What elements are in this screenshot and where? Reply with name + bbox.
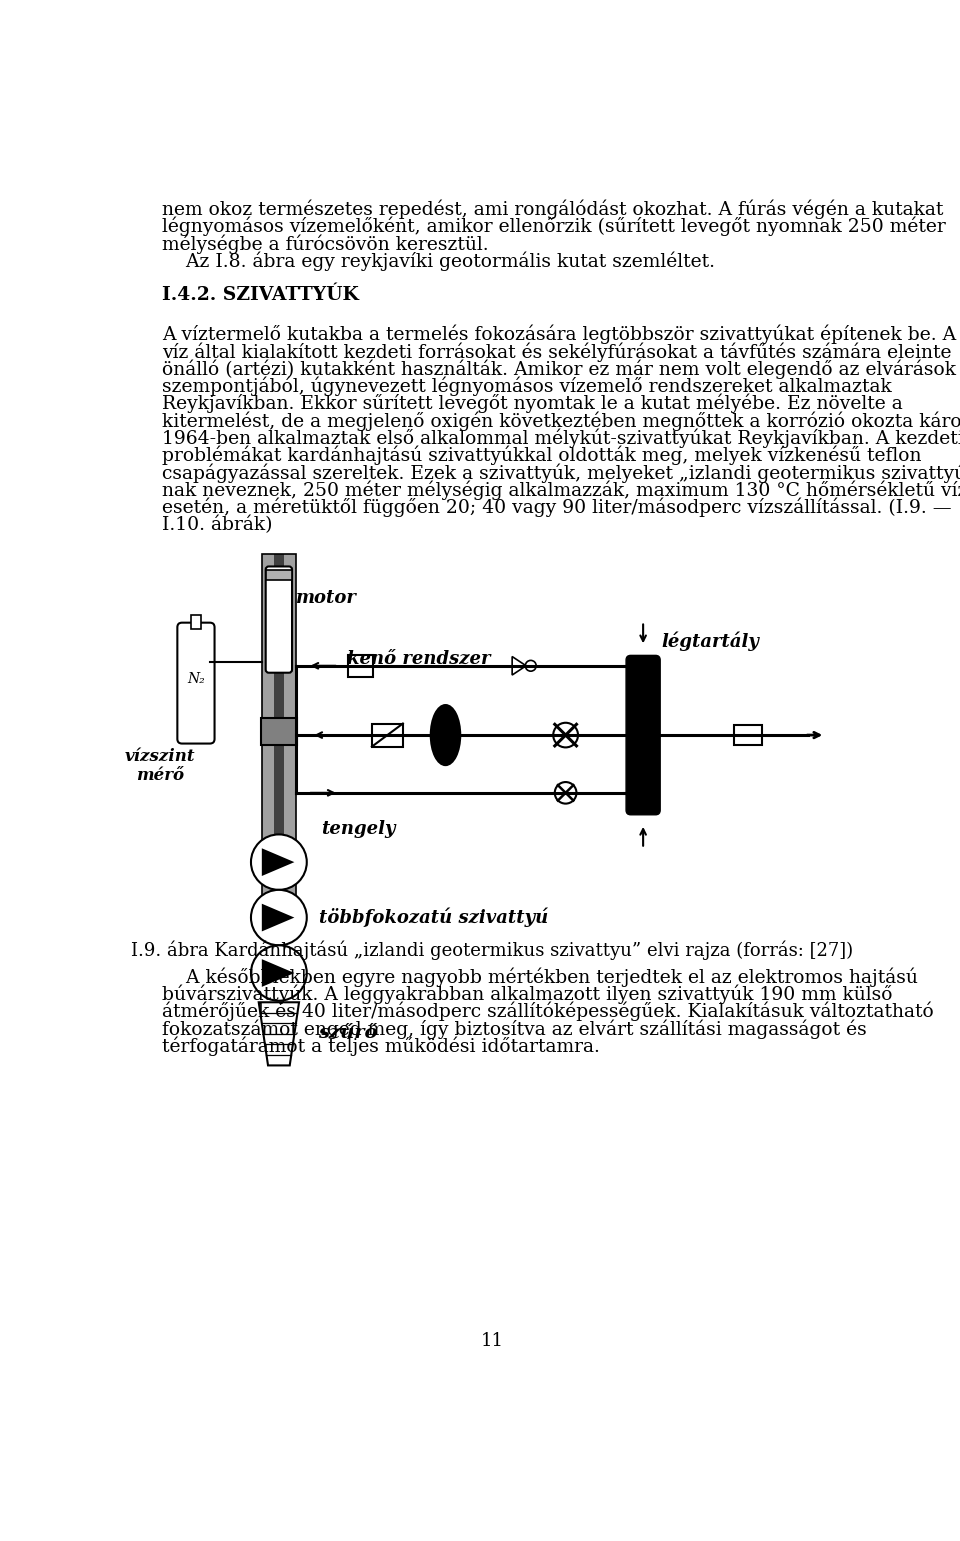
Polygon shape [262,848,295,875]
Text: fokozatszámot enged meg, így biztosítva az elvárt szállítási magasságot és: fokozatszámot enged meg, így biztosítva … [162,1019,867,1039]
Bar [262,555,296,931]
Bar [261,718,297,744]
Text: nak neveznek, 250 méter mélységig alkalmazzák, maximum 130 °C hőmérsékletű víz: nak neveznek, 250 méter mélységig alkalm… [162,481,960,501]
Text: A későbbiekben egyre nagyobb mértékben terjedtek el az elektromos hajtású: A későbbiekben egyre nagyobb mértékben t… [162,968,918,986]
Text: Reykjavíkban. Ekkor sűrített levegőt nyomtak le a kutat mélyébe. Ez növelte a: Reykjavíkban. Ekkor sűrített levegőt nyo… [162,394,902,413]
Text: nem okoz természetes repedést, ami rongálódást okozhat. A fúrás végén a kutakat: nem okoz természetes repedést, ami rongá… [162,199,944,219]
Text: víz által kialakított kezdeti forrásokat és sekélyfúrásokat a távfűtés számára e: víz által kialakított kezdeti forrásokat… [162,342,951,362]
Text: 1964-ben alkalmaztak első alkalommal mélykút-szivattyúkat Reykjavíkban. A kezdet: 1964-ben alkalmaztak első alkalommal mél… [162,428,960,448]
Text: motor: motor [296,589,357,607]
Text: esetén, a méretüktől függően 20; 40 vagy 90 liter/másodperc vízszállítással. (I.: esetén, a méretüktől függően 20; 40 vagy… [162,498,951,518]
Circle shape [525,661,537,672]
Text: mélységbe a fúrócsövön keresztül.: mélységbe a fúrócsövön keresztül. [162,234,489,254]
Circle shape [553,723,578,747]
Text: térfogatáramot a teljes működési időtartamra.: térfogatáramot a teljes működési időtart… [162,1037,600,1056]
Text: búvárszivattyúk. A leggyakrabban alkalmazott ilyen szivattyúk 190 mm külső: búvárszivattyúk. A leggyakrabban alkalma… [162,985,893,1005]
Bar [733,726,761,746]
Text: Az I.8. ábra egy reykjavíki geotormális kutat szemléltet.: Az I.8. ábra egy reykjavíki geotormális … [162,251,715,271]
FancyBboxPatch shape [266,567,292,673]
Text: A víztermelő kutakba a termelés fokozására legtöbbször szivattyúkat építenek be.: A víztermelő kutakba a termelés fokozásá… [162,325,956,344]
Bar [190,615,202,629]
Text: csapágyazással szereltek. Ezek a szivattyúk, melyeket „izlandi geotermikus sziva: csapágyazással szereltek. Ezek a szivatt… [162,464,960,482]
Text: kenő rendszer: kenő rendszer [347,650,491,669]
Text: kitermelést, de a megjelenő oxigén következtében megnőttek a korrózió okozta kár: kitermelést, de a megjelenő oxigén követ… [162,411,960,431]
Text: 11: 11 [481,1331,503,1350]
Circle shape [251,945,307,1000]
Circle shape [251,834,307,889]
Circle shape [555,781,576,803]
Ellipse shape [431,706,460,766]
Text: átmérőjűek és 40 liter/másodperc szállítóképességűek. Kialakításuk változtatható: átmérőjűek és 40 liter/másodperc szállít… [162,1002,933,1022]
Text: légtartály: légtartály [661,632,759,650]
Text: I.4.2. SZIVATTYÚK: I.4.2. SZIVATTYÚK [162,285,359,304]
Bar [372,724,403,747]
Text: I.9. ábra Kardánhajtású „izlandi geotermikus szivattyu” elvi rajza (forrás: [27]: I.9. ábra Kardánhajtású „izlandi geoterm… [131,940,853,960]
Bar [262,555,296,931]
Text: szempontjából, úgynevezett légnyomásos vízemelő rendszereket alkalmaztak: szempontjából, úgynevezett légnyomásos v… [162,376,892,396]
Bar [266,570,292,581]
Circle shape [251,889,307,945]
Polygon shape [512,656,526,675]
Text: szűrő: szűrő [318,1025,377,1042]
Text: többfokozatú szivattyú: többfokozatú szivattyú [319,908,548,928]
Text: I.10. ábrák): I.10. ábrák) [162,515,273,533]
Polygon shape [259,1002,299,1065]
Polygon shape [262,903,295,931]
Text: légnyomásos vízemelőként, amikor ellenőrzik (sűrített levegőt nyomnak 250 méter: légnyomásos vízemelőként, amikor ellenőr… [162,217,946,236]
Text: tengely: tengely [322,820,396,838]
FancyBboxPatch shape [178,623,214,744]
Text: N₂: N₂ [187,672,204,686]
Text: problémákat kardánhajtású szivattyúkkal oldották meg, melyek vízkenésű teflon: problémákat kardánhajtású szivattyúkkal … [162,445,922,465]
Polygon shape [262,959,295,986]
Text: vízszint
mérő: vízszint mérő [125,747,196,784]
Bar [348,655,372,676]
Text: önálló (artézi) kutakként használták. Amikor ez már nem volt elegendő az elvárás: önálló (artézi) kutakként használták. Am… [162,359,956,379]
Bar [275,555,283,931]
FancyBboxPatch shape [626,655,660,815]
